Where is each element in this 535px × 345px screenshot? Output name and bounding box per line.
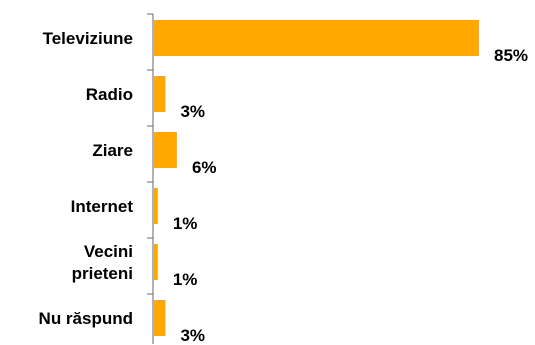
category-label: Radio bbox=[86, 85, 133, 104]
category-label: Nu răspund bbox=[39, 309, 133, 328]
category-label: Internet bbox=[71, 197, 134, 216]
bar bbox=[154, 20, 479, 56]
category-label: prieteni bbox=[72, 264, 133, 283]
category-label: Televiziune bbox=[43, 29, 133, 48]
bars-layer bbox=[154, 20, 479, 336]
bar bbox=[154, 300, 166, 336]
labels-layer: Televiziune 85% Radio 3% Ziare 6% Internet 1% Ve… bbox=[39, 29, 528, 345]
bar bbox=[154, 132, 177, 168]
category-label: Vecini bbox=[84, 242, 133, 261]
category-label: Ziare bbox=[92, 141, 133, 160]
value-label: 1% bbox=[173, 270, 198, 289]
value-label: 3% bbox=[180, 102, 205, 121]
value-label: 85% bbox=[494, 46, 528, 65]
value-label: 6% bbox=[192, 158, 217, 177]
bar bbox=[154, 76, 166, 112]
bar bbox=[154, 244, 158, 280]
bar bbox=[154, 188, 158, 224]
value-label: 3% bbox=[180, 326, 205, 345]
value-label: 1% bbox=[173, 214, 198, 233]
axis-layer bbox=[147, 13, 154, 344]
